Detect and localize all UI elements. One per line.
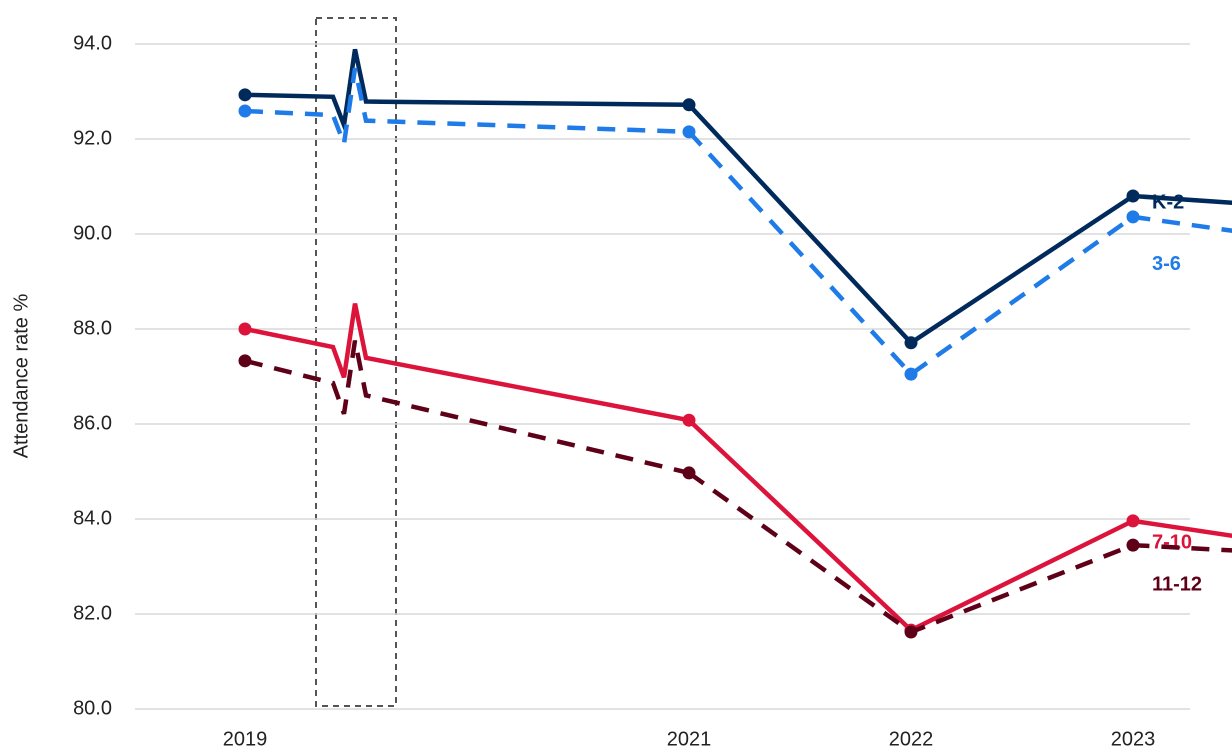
x-tick-label: 2022 — [889, 728, 934, 750]
data-point — [1126, 538, 1140, 552]
series-line — [687, 418, 1232, 633]
data-point — [1126, 514, 1140, 528]
series-line — [687, 471, 1232, 635]
data-point — [1126, 210, 1140, 224]
series-label: 11-12 — [1152, 573, 1202, 595]
data-point — [682, 466, 696, 480]
data-point — [1126, 189, 1140, 203]
break-connector — [244, 67, 690, 153]
data-point — [238, 88, 252, 102]
y-tick-label: 86.0 — [73, 412, 112, 434]
x-tick-label: 2019 — [223, 728, 268, 750]
series-label: 3-6 — [1152, 253, 1181, 275]
data-point — [238, 322, 252, 336]
x-tick-label: 2023 — [1111, 728, 1156, 750]
x-tick-label: 2021 — [667, 728, 712, 750]
series-line — [687, 130, 1232, 378]
data-point — [682, 98, 696, 112]
break-connector — [244, 303, 690, 423]
y-tick-label: 80.0 — [73, 697, 112, 719]
series-label: 7-10 — [1152, 531, 1192, 553]
data-point — [238, 104, 252, 118]
y-tick-label: 90.0 — [73, 222, 112, 244]
y-tick-label: 94.0 — [73, 32, 112, 54]
data-point — [238, 354, 252, 368]
y-axis-label: Attendance rate % — [10, 294, 32, 459]
break-connector — [244, 340, 690, 476]
series-line — [687, 103, 1232, 346]
data-point — [904, 336, 918, 350]
series-label: K-2 — [1152, 191, 1184, 213]
data-point — [904, 625, 918, 639]
data-point — [682, 125, 696, 139]
y-tick-label: 88.0 — [73, 317, 112, 339]
data-point — [682, 413, 696, 427]
y-tick-label: 84.0 — [73, 507, 112, 529]
break-connector — [244, 48, 690, 134]
y-tick-label: 82.0 — [73, 602, 112, 624]
y-tick-label: 92.0 — [73, 127, 112, 149]
data-point — [904, 367, 918, 381]
